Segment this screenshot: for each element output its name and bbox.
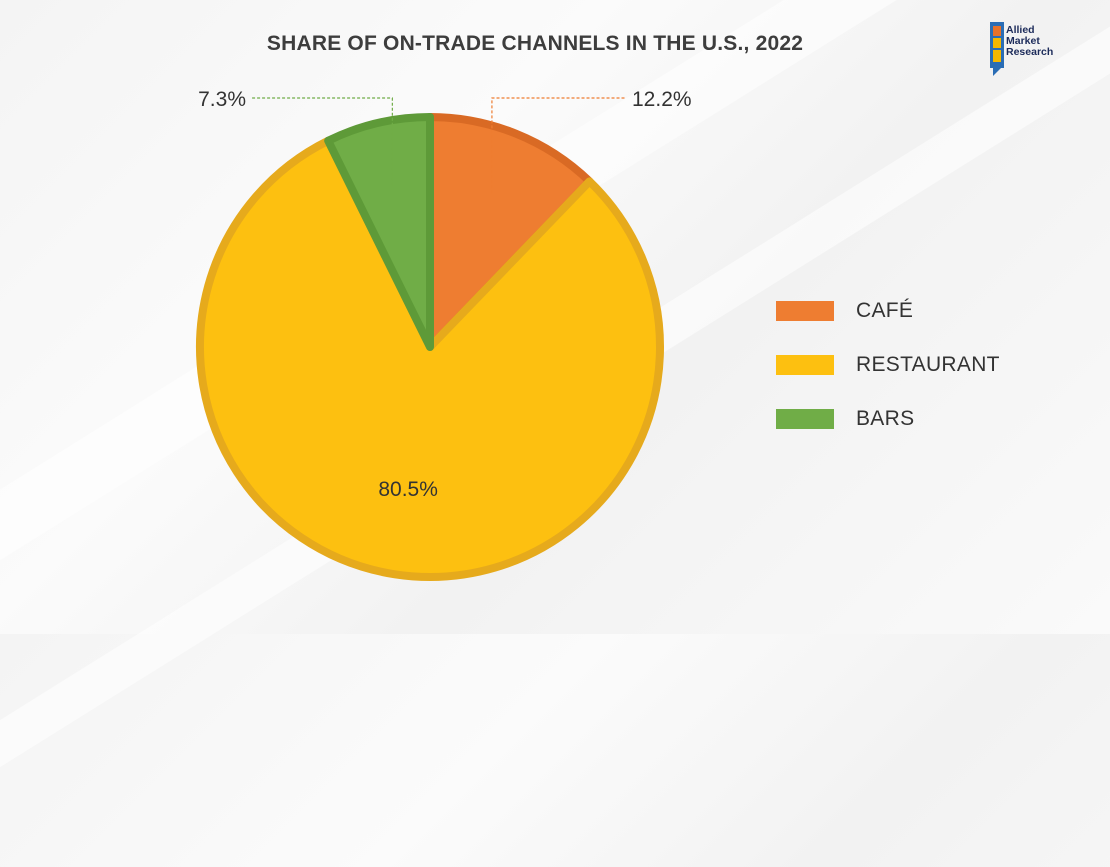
pie-slice-restaurant [196, 136, 664, 581]
allied-market-research-logo: Allied Market Research [990, 22, 1090, 78]
legend-item-bars: BARS [776, 392, 1000, 446]
leader-line-bars [252, 97, 393, 186]
data-label-bars: 7.3% [198, 88, 246, 111]
data-label-restaurant: 80.5% [378, 478, 438, 501]
legend-swatch-bars [776, 409, 834, 429]
legend-item-restaurant: RESTAURANT [776, 338, 1000, 392]
logo-line-3: Research [1006, 46, 1054, 58]
legend-item-cafe: CAFÉ [776, 284, 1000, 338]
pie-slice-bars [324, 113, 434, 351]
leader-line-cafe [491, 97, 626, 194]
legend-label-restaurant: RESTAURANT [856, 353, 1000, 376]
pie-chart: 12.2% 80.5% 7.3% [196, 88, 692, 581]
logo-line-1: Allied [1006, 24, 1035, 36]
logo-mark-icon [990, 22, 1004, 76]
pie-slice-cafe [426, 113, 594, 351]
legend-label-bars: BARS [856, 407, 915, 430]
logo-line-2: Market [1006, 35, 1040, 47]
legend-swatch-cafe [776, 301, 834, 321]
data-label-cafe: 12.2% [632, 88, 692, 111]
chart-legend: CAFÉ RESTAURANT BARS [776, 284, 1000, 446]
legend-label-cafe: CAFÉ [856, 299, 914, 322]
chart-title: SHARE OF ON-TRADE CHANNELS IN THE U.S., … [266, 32, 804, 55]
legend-swatch-restaurant [776, 355, 834, 375]
